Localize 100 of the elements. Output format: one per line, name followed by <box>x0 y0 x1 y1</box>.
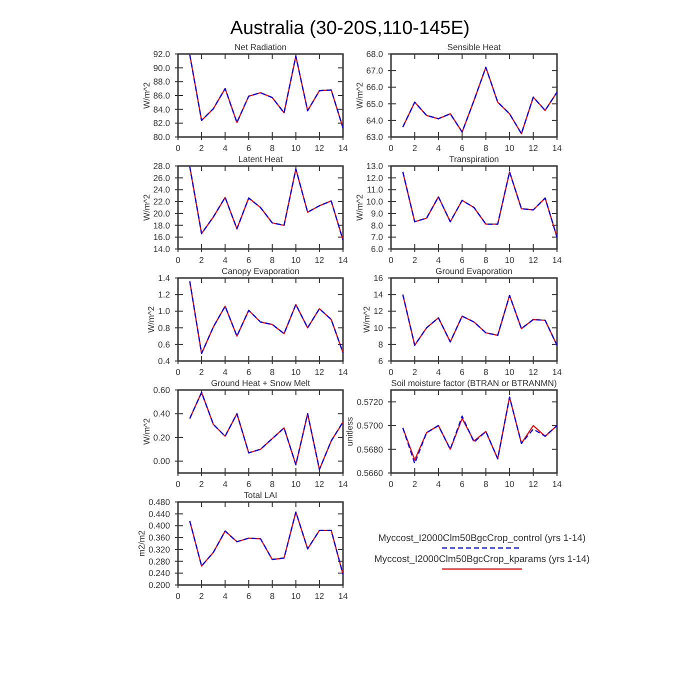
y-tick-label: 12 <box>373 306 384 316</box>
y-axis-title: W/m^2 <box>354 82 364 109</box>
x-tick-label: 4 <box>222 143 228 153</box>
y-tick-label: 14.0 <box>153 244 170 254</box>
x-tick-label: 12 <box>314 479 324 489</box>
x-tick-label: 12 <box>528 479 538 489</box>
chart-title: Sensible Heat <box>447 42 502 52</box>
x-tick-label: 8 <box>483 367 488 377</box>
chart-title: Canopy Evaporation <box>222 266 300 276</box>
x-tick-label: 10 <box>504 255 515 265</box>
line-series <box>189 54 344 129</box>
x-tick-label: 10 <box>291 367 301 377</box>
x-tick-label: 12 <box>314 143 324 153</box>
y-tick-label: 24.0 <box>153 184 170 195</box>
line-series <box>402 66 558 134</box>
x-tick-label: 8 <box>270 255 275 265</box>
y-tick-label: 0.240 <box>148 568 170 578</box>
x-tick-label: 12 <box>314 367 324 377</box>
y-axis-title: W/m^2 <box>146 306 156 333</box>
y-tick-label: 67.0 <box>366 66 384 76</box>
x-tick-label: 6 <box>246 367 252 377</box>
x-tick-label: 0 <box>388 143 394 153</box>
y-tick-label: 0.280 <box>148 556 170 566</box>
chart-title: Net Radiation <box>234 42 287 52</box>
y-tick-label: 20.0 <box>153 208 170 218</box>
x-tick-label: 6 <box>246 591 252 601</box>
x-tick-label: 10 <box>291 479 301 489</box>
y-tick-label: 84.0 <box>153 104 170 114</box>
x-tick-label: 12 <box>314 255 324 265</box>
y-tick-label: 0.5720 <box>356 396 384 407</box>
y-tick-label: 0.8 <box>158 322 170 333</box>
x-tick-label: 8 <box>483 479 488 489</box>
y-tick-label: 0.40 <box>153 408 170 419</box>
x-tick-label: 0 <box>176 143 181 153</box>
y-tick-label: 0.5660 <box>356 468 384 478</box>
y-tick-label: 16 <box>373 273 384 284</box>
x-tick-label: 14 <box>552 367 562 377</box>
x-tick-label: 2 <box>412 143 418 153</box>
x-tick-label: 10 <box>291 591 301 601</box>
x-tick-label: 2 <box>199 591 204 601</box>
line-series <box>189 511 344 575</box>
x-tick-label: 14 <box>552 479 562 489</box>
chart-title: Latent Heat <box>238 154 284 164</box>
chart-title: Ground Evaporation <box>436 266 513 276</box>
x-tick-label: 6 <box>246 255 252 265</box>
y-axis-title: W/m^2 <box>141 194 152 221</box>
y-tick-label: 0.4 <box>158 356 170 366</box>
line-series <box>189 280 344 354</box>
x-tick-label: 4 <box>436 143 442 153</box>
text: Myccost_I2000Clm50BgcCrop_control (yrs 1-14) <box>378 533 586 544</box>
y-tick-label: 68.0 <box>366 49 384 60</box>
x-tick-label: 0 <box>388 255 394 265</box>
y-tick-label: 26.0 <box>153 172 170 183</box>
y-tick-label: 0.20 <box>153 432 170 442</box>
y-tick-label: 88.0 <box>153 76 170 87</box>
y-tick-label: 0.200 <box>148 580 170 590</box>
x-tick-label: 4 <box>222 479 228 489</box>
y-tick-label: 11.0 <box>366 184 384 195</box>
x-tick-label: 2 <box>199 255 204 265</box>
line-series <box>402 171 558 238</box>
x-tick-label: 4 <box>222 367 228 377</box>
x-tick-label: 14 <box>338 255 348 265</box>
y-tick-label: 10 <box>373 322 384 333</box>
y-axis-title: W/m^2 <box>141 418 152 445</box>
x-tick-label: 6 <box>460 367 465 377</box>
x-tick-label: 14 <box>552 255 562 265</box>
x-tick-label: 4 <box>222 591 228 601</box>
x-tick-label: 8 <box>483 143 488 153</box>
y-axis-title: W/m^2 <box>361 306 372 333</box>
x-tick-label: 6 <box>460 143 465 153</box>
text: Australia (30-20S,110-145E) <box>230 18 470 39</box>
y-tick-label: 16.0 <box>153 232 170 242</box>
x-tick-label: 0 <box>388 479 394 489</box>
y-tick-label: 90.0 <box>153 62 170 73</box>
x-tick-label: 4 <box>436 479 442 489</box>
y-tick-label: 0.440 <box>148 508 170 519</box>
x-tick-label: 4 <box>436 367 442 377</box>
y-tick-label: 6.0 <box>371 244 384 254</box>
x-tick-label: 14 <box>338 143 348 153</box>
line-series <box>189 166 344 241</box>
x-tick-label: 14 <box>338 591 348 601</box>
x-tick-label: 12 <box>314 591 324 601</box>
x-tick-label: 0 <box>176 367 181 377</box>
chart-title: Ground Heat + Snow Melt <box>210 378 311 388</box>
x-tick-label: 2 <box>412 367 418 377</box>
y-tick-label: 6 <box>378 356 384 366</box>
x-tick-label: 14 <box>338 367 348 377</box>
x-tick-label: 14 <box>338 479 348 489</box>
x-tick-label: 0 <box>176 479 181 489</box>
x-tick-label: 6 <box>460 479 465 489</box>
x-tick-label: 0 <box>176 591 181 601</box>
y-tick-label: 0.400 <box>148 520 170 531</box>
y-tick-label: 14 <box>373 290 384 300</box>
y-tick-label: 1.4 <box>158 273 170 284</box>
y-tick-label: 80.0 <box>153 132 170 142</box>
x-tick-label: 2 <box>199 479 204 489</box>
chart-title: Soil moisture factor (BTRAN or BTRANMN) <box>391 378 557 388</box>
x-tick-label: 10 <box>291 143 301 153</box>
x-tick-label: 6 <box>246 479 252 489</box>
x-tick-label: 12 <box>528 367 538 377</box>
